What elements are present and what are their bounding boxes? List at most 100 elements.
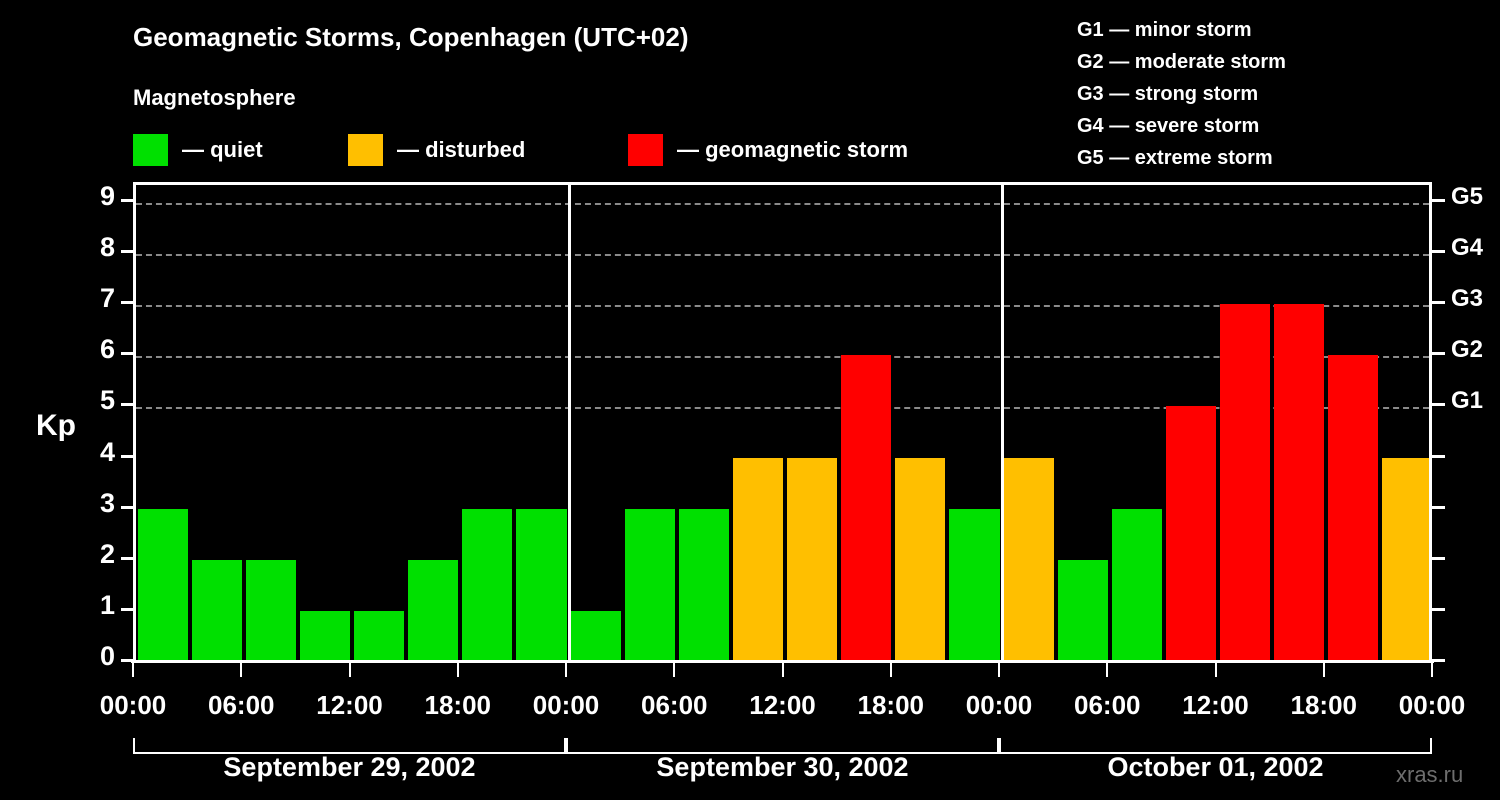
y-tick-left-3 xyxy=(121,505,133,509)
x-tick-0 xyxy=(132,663,134,677)
x-tick-6 xyxy=(781,663,784,677)
g-legend-row-g5: G5 — extreme storm xyxy=(1077,147,1273,169)
bar xyxy=(570,610,621,662)
g-legend-row-g3: G3 — strong storm xyxy=(1077,83,1259,105)
gridline-kp-5 xyxy=(136,407,1429,410)
g-axis-label-g3: G3 xyxy=(1451,285,1484,313)
bar xyxy=(299,610,350,662)
chart-subtitle: Magnetosphere xyxy=(133,85,296,110)
y-tick-left-6 xyxy=(121,352,133,356)
y-tick-right-2 xyxy=(1432,556,1445,560)
y-tick-label-4: 4 xyxy=(99,436,115,467)
y-tick-label-2: 2 xyxy=(99,538,115,569)
y-tick-right-4 xyxy=(1432,454,1445,458)
y-tick-left-0 xyxy=(121,659,133,662)
g-axis-label-g5: G5 xyxy=(1451,183,1484,210)
plot-area xyxy=(133,182,1432,662)
x-axis-baseline xyxy=(131,660,1434,663)
g-axis-label-g1: G1 xyxy=(1451,387,1484,415)
legend-label: — geomagnetic storm xyxy=(677,137,909,162)
y-tick-right-7 xyxy=(1432,301,1445,305)
page-title: Geomagnetic Storms, Copenhagen (UTC+02) xyxy=(133,22,689,52)
y-tick-left-2 xyxy=(121,556,133,560)
bar xyxy=(787,457,838,662)
x-tick-label-1: 06:00 xyxy=(208,690,275,720)
day-divider-1 xyxy=(568,185,571,662)
y-axis-title: Kp xyxy=(36,409,76,442)
x-tick-label-12: 00:00 xyxy=(1398,690,1466,720)
x-tick-12 xyxy=(1431,663,1433,677)
storm-swatch xyxy=(628,134,663,166)
day-bracket-0 xyxy=(133,738,566,754)
y-tick-right-9 xyxy=(1432,199,1445,202)
day-label-2: October 01, 2002 xyxy=(1107,752,1324,782)
bar xyxy=(949,508,1000,662)
y-tick-left-8 xyxy=(121,250,133,254)
y-tick-left-1 xyxy=(121,607,133,611)
x-tick-label-10: 12:00 xyxy=(1182,690,1249,720)
bar xyxy=(137,508,188,662)
bar xyxy=(1165,406,1216,662)
y-tick-left-4 xyxy=(121,454,133,458)
bar xyxy=(1274,304,1325,662)
y-tick-right-6 xyxy=(1432,352,1445,356)
bar xyxy=(732,457,783,662)
bar xyxy=(354,610,405,662)
x-tick-5 xyxy=(673,663,676,677)
legend-entry-geomagneticstorm: — geomagnetic storm xyxy=(628,133,908,167)
x-tick-2 xyxy=(348,663,351,677)
x-tick-10 xyxy=(1214,663,1217,677)
y-tick-right-0 xyxy=(1432,659,1445,662)
x-tick-label-7: 18:00 xyxy=(857,690,925,720)
disturbed-swatch xyxy=(348,134,383,166)
y-tick-right-1 xyxy=(1432,607,1445,611)
day-label-1: September 30, 2002 xyxy=(656,752,909,782)
x-tick-3 xyxy=(456,663,459,677)
y-tick-label-7: 7 xyxy=(99,283,115,314)
g-scale-legend: G1 — minor storm G2 — moderate storm G3 — … xyxy=(1077,14,1286,174)
bar xyxy=(1003,457,1054,662)
y-tick-label-5: 5 xyxy=(99,385,115,416)
day-divider-2 xyxy=(1001,185,1004,662)
x-tick-label-3: 18:00 xyxy=(424,690,492,720)
bar xyxy=(1220,304,1271,662)
legend-label: — quiet xyxy=(182,137,263,162)
x-tick-9 xyxy=(1106,663,1109,677)
y-tick-left-5 xyxy=(121,403,133,407)
y-tick-label-1: 1 xyxy=(99,589,115,620)
y-tick-right-3 xyxy=(1432,505,1445,509)
x-tick-label-8: 00:00 xyxy=(965,690,1033,720)
bar xyxy=(408,559,459,662)
x-tick-1 xyxy=(240,663,243,677)
bar xyxy=(245,559,296,662)
y-tick-label-9: 9 xyxy=(99,181,115,211)
x-tick-label-0: 00:00 xyxy=(99,690,167,720)
bar xyxy=(1328,355,1379,662)
bar xyxy=(462,508,513,662)
bar xyxy=(678,508,729,662)
gridline-kp-9 xyxy=(136,203,1429,205)
watermark: xras.ru xyxy=(1396,762,1464,787)
x-tick-label-9: 06:00 xyxy=(1074,690,1141,720)
y-tick-label-0: 0 xyxy=(99,641,115,671)
bar xyxy=(1111,508,1162,662)
y-tick-label-6: 6 xyxy=(99,334,115,365)
g-axis-label-g2: G2 xyxy=(1451,336,1484,364)
quiet-swatch xyxy=(133,134,168,166)
g-axis-label-g4: G4 xyxy=(1451,234,1484,262)
gridline-kp-7 xyxy=(136,305,1429,308)
y-tick-left-7 xyxy=(121,301,133,305)
y-tick-left-9 xyxy=(121,199,133,202)
x-tick-label-6: 12:00 xyxy=(749,690,816,720)
gridline-kp-6 xyxy=(136,356,1429,359)
x-tick-8 xyxy=(998,663,1000,677)
legend-entry-disturbed: — disturbed xyxy=(348,133,525,167)
x-tick-label-2: 12:00 xyxy=(316,690,383,720)
bar xyxy=(1382,457,1429,662)
bar xyxy=(841,355,892,662)
gridline-kp-8 xyxy=(136,254,1429,257)
legend-label: — disturbed xyxy=(397,137,526,162)
x-tick-11 xyxy=(1322,663,1325,677)
day-bracket-1 xyxy=(566,738,999,754)
y-tick-label-3: 3 xyxy=(99,487,115,518)
